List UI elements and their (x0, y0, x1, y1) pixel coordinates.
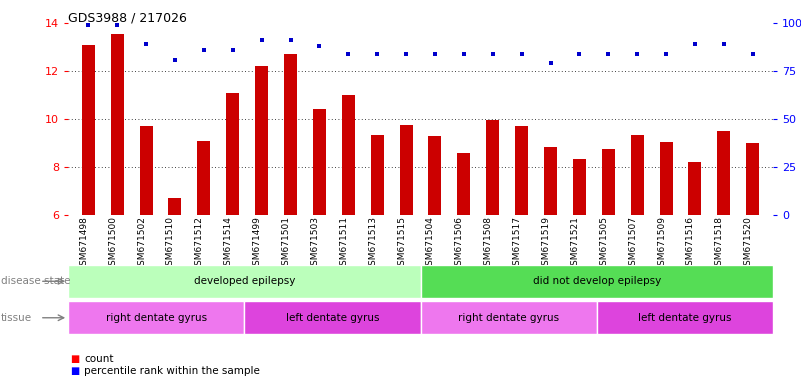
Text: GDS3988 / 217026: GDS3988 / 217026 (68, 12, 187, 25)
Text: count: count (84, 354, 114, 364)
Bar (256, 66, 268, 215)
Text: tissue: tissue (1, 313, 32, 323)
Bar (197, 141, 211, 215)
Bar (342, 95, 355, 215)
Bar (371, 135, 384, 215)
Text: right dentate gyrus: right dentate gyrus (458, 313, 559, 323)
Bar (573, 159, 586, 215)
Text: ■: ■ (70, 354, 80, 364)
Bar (544, 147, 557, 215)
Text: did not develop epilepsy: did not develop epilepsy (533, 276, 661, 286)
Bar (659, 142, 673, 215)
Bar (226, 93, 239, 215)
Bar (68, 301, 244, 334)
Bar (602, 149, 615, 215)
Bar (515, 126, 528, 215)
Bar (630, 135, 644, 215)
Bar (486, 120, 499, 215)
Bar (421, 265, 773, 298)
Bar (400, 125, 413, 215)
Text: percentile rank within the sample: percentile rank within the sample (84, 366, 260, 376)
Bar (284, 54, 297, 215)
Bar (82, 45, 95, 215)
Text: developed epilepsy: developed epilepsy (194, 276, 295, 286)
Text: right dentate gyrus: right dentate gyrus (106, 313, 207, 323)
Bar (168, 198, 182, 215)
Bar (747, 143, 759, 215)
Text: left dentate gyrus: left dentate gyrus (638, 313, 731, 323)
Text: disease state: disease state (1, 276, 70, 286)
Bar (68, 265, 421, 298)
Bar (429, 136, 441, 215)
Bar (244, 301, 421, 334)
Bar (597, 301, 773, 334)
Bar (139, 126, 152, 215)
Bar (313, 109, 326, 215)
Text: ■: ■ (70, 366, 80, 376)
Text: left dentate gyrus: left dentate gyrus (286, 313, 379, 323)
Bar (457, 153, 470, 215)
Bar (689, 162, 702, 215)
Bar (718, 131, 731, 215)
Bar (421, 301, 597, 334)
Bar (111, 34, 123, 215)
